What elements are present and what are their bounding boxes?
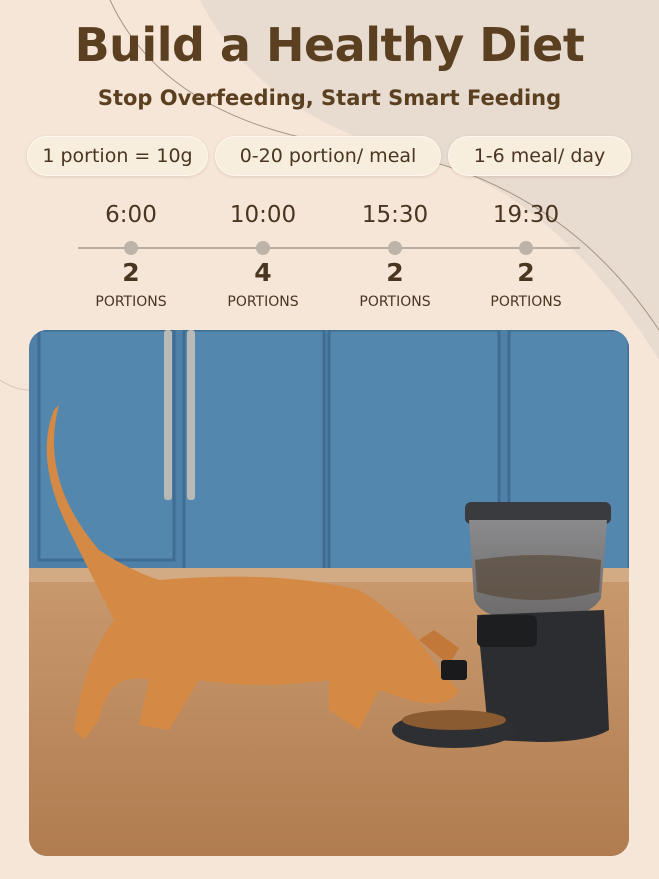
spec-badge-portions-per-meal: 0-20 portion/ meal: [215, 136, 441, 176]
schedule-time: 15:30: [361, 202, 429, 228]
spec-badge-portion-size: 1 portion = 10g: [27, 136, 208, 176]
page-subtitle: Stop Overfeeding, Start Smart Feeding: [97, 86, 562, 110]
schedule-portions: 2: [517, 258, 535, 287]
spec-badge-meals-per-day: 1-6 meal/ day: [448, 136, 631, 176]
timeline-line: [78, 247, 580, 249]
page-title: Build a Healthy Diet: [74, 18, 585, 72]
schedule-portions: 4: [254, 258, 272, 287]
schedule-portions: 2: [122, 258, 140, 287]
timeline-dot: [388, 241, 402, 255]
schedule-unit: PORTIONS: [95, 294, 167, 310]
timeline-dot: [519, 241, 533, 255]
schedule-unit: PORTIONS: [490, 294, 562, 310]
schedule-unit: PORTIONS: [227, 294, 299, 310]
schedule-portions: 2: [386, 258, 404, 287]
schedule-time: 19:30: [492, 202, 560, 228]
cat-eating-from-feeder-illustration: [29, 330, 629, 856]
timeline-dot: [124, 241, 138, 255]
schedule-time: 10:00: [229, 202, 297, 228]
schedule-unit: PORTIONS: [359, 294, 431, 310]
schedule-time: 6:00: [105, 202, 157, 228]
timeline-dot: [256, 241, 270, 255]
product-photo: [29, 330, 629, 856]
